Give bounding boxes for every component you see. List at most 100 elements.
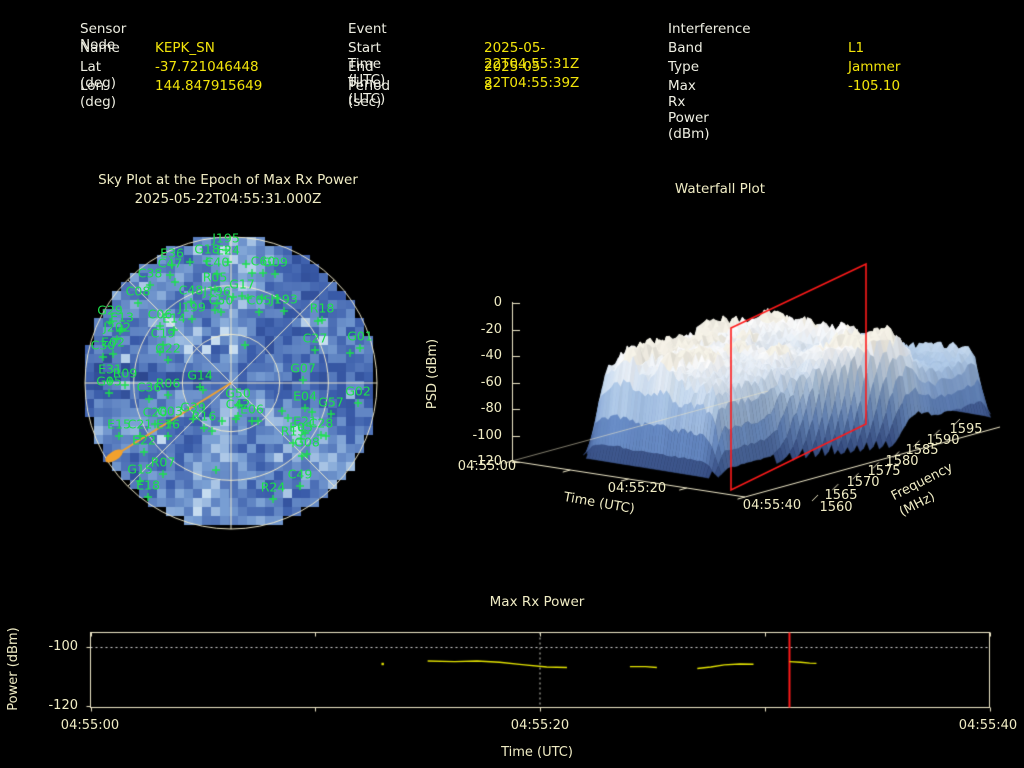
sat-label-C42: C42 bbox=[225, 396, 251, 412]
power-x-axis-label: Time (UTC) bbox=[501, 745, 573, 760]
sensor-name-value: KEPK_SN bbox=[155, 40, 215, 56]
interference-power-label: Max Rx Power (dBm) bbox=[668, 78, 710, 142]
waterfall-frequency-tick: 1565 bbox=[824, 488, 858, 503]
event-title: Event bbox=[348, 21, 387, 37]
sat-label-R15: R15 bbox=[280, 423, 306, 439]
sat-label-C49: C49 bbox=[287, 466, 313, 482]
sat-label-C28: C28 bbox=[308, 415, 334, 431]
sat-label-G01: G01 bbox=[347, 328, 373, 344]
sat-label-E02: E02 bbox=[101, 334, 125, 350]
sat-label-E16: E16 bbox=[156, 416, 180, 432]
sat-label-R05: R05 bbox=[202, 269, 228, 285]
waterfall-time-tick: 04:55:40 bbox=[742, 498, 802, 513]
waterfall-psd-tick: -80 bbox=[480, 401, 502, 416]
sat-label-G29: G29 bbox=[97, 302, 123, 318]
sat-label-C08: C08 bbox=[125, 283, 151, 299]
sat-label-E18: E18 bbox=[136, 477, 160, 493]
sat-label-C60: C60 bbox=[250, 253, 276, 269]
sensor-name-label: Name bbox=[80, 40, 120, 56]
sat-label-J202: J202 bbox=[103, 319, 131, 335]
waterfall-time-tick: 04:55:00 bbox=[457, 459, 517, 474]
sat-label-R16: R16 bbox=[191, 408, 217, 424]
sat-label-E14: E14 bbox=[162, 310, 186, 326]
sat-label-G08: G08 bbox=[294, 434, 320, 450]
sat-label-R18: R18 bbox=[309, 300, 335, 316]
waterfall-frequency-tick: 1595 bbox=[949, 422, 983, 437]
sat-label-C48: C48 bbox=[178, 282, 204, 298]
sensor-lat-label: Lat (deg) bbox=[80, 59, 116, 91]
sat-label-C40: C40 bbox=[204, 254, 230, 270]
sat-label-G17: G17 bbox=[229, 276, 255, 292]
sat-label-G03: G03 bbox=[157, 403, 183, 419]
sat-label-G57: G57 bbox=[318, 394, 344, 410]
event-start-label: Start Time (UTC) bbox=[348, 40, 386, 88]
waterfall-frequency-tick: 1590 bbox=[926, 433, 960, 448]
interference-type-label: Type bbox=[668, 59, 700, 75]
waterfall-time-tick: 04:55:20 bbox=[607, 481, 667, 496]
sensor-lon-label: Lon (deg) bbox=[80, 78, 116, 110]
waterfall-frequency-tick: 1570 bbox=[846, 475, 880, 490]
power-y-axis-label: Power (dBm) bbox=[6, 627, 21, 711]
waterfall-frequency-tick: 1580 bbox=[885, 454, 919, 469]
waterfall-frequency-tick: 1560 bbox=[819, 500, 853, 515]
waterfall-psd-tick: -120 bbox=[472, 454, 502, 469]
sat-label-C30: C30 bbox=[90, 337, 116, 353]
sat-label-E36: E36 bbox=[160, 245, 184, 261]
sat-label-G22: G22 bbox=[155, 340, 181, 356]
sat-label-G50: G50 bbox=[225, 385, 251, 401]
sat-label-G02: G02 bbox=[345, 383, 371, 399]
sat-label-C27: C27 bbox=[302, 330, 328, 346]
interference-power-value: -105.10 bbox=[848, 78, 901, 94]
sat-label-R07: R07 bbox=[150, 454, 176, 470]
sat-label-C21: C21 bbox=[127, 416, 153, 432]
event-period-value: 8 bbox=[484, 78, 493, 94]
waterfall-psd-tick: -60 bbox=[480, 375, 502, 390]
waterfall-title: Waterfall Plot bbox=[674, 181, 766, 197]
sat-label-C50: C50 bbox=[208, 292, 234, 308]
interference-type-value: Jammer bbox=[848, 59, 901, 75]
sat-label-C19: C19 bbox=[150, 325, 176, 341]
sat-label-C20: C20 bbox=[142, 404, 168, 420]
sat-label-C36: C36 bbox=[136, 379, 162, 395]
waterfall-frequency-tick: 1585 bbox=[905, 443, 939, 458]
sat-label-C47: C47 bbox=[157, 255, 183, 271]
power-plot-title: Max Rx Power bbox=[489, 594, 585, 610]
sat-label-G18: G18 bbox=[194, 241, 220, 257]
sat-label-J195: J195 bbox=[212, 230, 240, 246]
event-end-label: End Time (UTC) bbox=[348, 59, 386, 107]
sat-label-E04: E04 bbox=[293, 388, 317, 404]
sat-label-J196: J196 bbox=[203, 283, 231, 299]
sat-label-G14: G14 bbox=[187, 367, 213, 383]
sat-label-C05: C05 bbox=[246, 292, 272, 308]
waterfall-psd-tick: -100 bbox=[472, 428, 502, 443]
waterfall-frequency-tick: 1575 bbox=[867, 464, 901, 479]
interference-band-label: Band bbox=[668, 40, 703, 56]
sat-label-E05: E05 bbox=[289, 419, 313, 435]
sat-label-G15: G15 bbox=[127, 461, 153, 477]
sensor-lat-value: -37.721046448 bbox=[155, 59, 259, 75]
sat-label-E15: E15 bbox=[107, 416, 131, 432]
sat-label-G07: G07 bbox=[290, 360, 316, 376]
event-end-value: 2025-05-22T04:55:39Z bbox=[484, 59, 580, 91]
sensor-node-title: Sensor Node bbox=[80, 21, 127, 53]
sat-label-J199: J199 bbox=[178, 299, 206, 315]
waterfall-psd-tick: 0 bbox=[493, 295, 502, 310]
sat-label-C38: C38 bbox=[137, 265, 163, 281]
sat-label-E13: E13 bbox=[110, 309, 134, 325]
sky-plot-title: Sky Plot at the Epoch of Max Rx Power bbox=[98, 172, 358, 188]
sat-label-R24: R24 bbox=[260, 479, 286, 495]
event-period-label: Period (sec) bbox=[348, 78, 391, 110]
sat-label-C06: C06 bbox=[147, 306, 173, 322]
sat-label-R06: R06 bbox=[155, 375, 181, 391]
power-x-tick: 04:55:40 bbox=[958, 718, 1018, 733]
waterfall-psd-tick: -20 bbox=[480, 322, 502, 337]
sat-label-E06: E06 bbox=[240, 401, 264, 417]
interference-title: Interference bbox=[668, 21, 751, 37]
sat-label-E31: E31 bbox=[98, 361, 122, 377]
power-y-tick: -100 bbox=[48, 638, 78, 654]
power-x-tick: 04:55:20 bbox=[510, 718, 570, 733]
event-start-value: 2025-05-22T04:55:31Z bbox=[484, 40, 580, 72]
sat-label-J193: J193 bbox=[270, 291, 298, 307]
sat-label-G39: G39 bbox=[180, 399, 206, 415]
